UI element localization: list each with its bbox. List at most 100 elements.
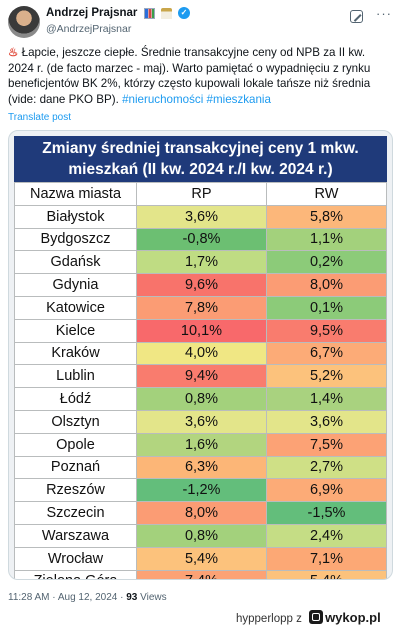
post-time[interactable]: 11:28 AM xyxy=(8,592,50,603)
table-row: Łódź 0,8% 1,4% xyxy=(14,387,388,411)
city-cell: Warszawa xyxy=(14,523,137,548)
rp-cell: 0,8% xyxy=(136,387,267,411)
rp-cell: 9,6% xyxy=(136,273,267,297)
rp-cell: 6,3% xyxy=(136,455,267,480)
table-title: Zmiany średniej transakcyjnej ceny 1 mkw… xyxy=(14,136,387,182)
table-row: Olsztyn 3,6% 3,6% xyxy=(14,409,388,434)
table-row: Kraków 4,0% 6,7% xyxy=(14,341,388,366)
rp-cell: 3,6% xyxy=(136,409,267,434)
post-text: ♨ Łapcie, jeszcze ciepłe. Średnie transa… xyxy=(8,45,390,107)
rw-cell: 9,5% xyxy=(265,318,388,343)
rw-cell: -1,5% xyxy=(265,501,388,525)
rw-cell: 2,7% xyxy=(265,455,388,480)
table-row: Gdynia 9,6% 8,0% xyxy=(14,273,388,297)
rw-cell: 5,2% xyxy=(265,364,388,389)
rw-cell: 0,2% xyxy=(265,250,388,275)
rw-cell: 0,1% xyxy=(265,295,388,320)
more-options-icon[interactable]: ··· xyxy=(376,6,392,21)
avatar[interactable] xyxy=(8,6,40,38)
table-row: Gdańsk 1,7% 0,2% xyxy=(14,250,388,275)
city-cell: Katowice xyxy=(14,295,137,320)
post-date[interactable]: Aug 12, 2024 xyxy=(57,592,118,603)
rw-cell: 5,8% xyxy=(265,204,388,229)
wykop-logo: wykop.pl xyxy=(309,610,381,625)
city-cell: Kielce xyxy=(14,318,137,343)
column-header: RW xyxy=(265,182,388,206)
city-cell: Bydgoszcz xyxy=(14,227,137,252)
views-label: Views xyxy=(140,592,167,603)
table-row: Warszawa 0,8% 2,4% xyxy=(14,523,388,548)
author-name-row[interactable]: Andrzej Prajsnar ✓ xyxy=(46,7,191,19)
table-row: Bydgoszcz -0,8% 1,1% xyxy=(14,227,388,252)
translate-post-link[interactable]: Translate post xyxy=(8,112,71,123)
bank-emoji-icon xyxy=(160,7,172,19)
rp-cell: 8,0% xyxy=(136,501,267,525)
table-row: Zielona Góra7,4%5,4% xyxy=(14,569,388,579)
city-cell: Opole xyxy=(14,432,137,457)
rw-cell: 3,6% xyxy=(265,409,388,434)
table-row: Szczecin 8,0% -1,5% xyxy=(14,501,388,525)
rp-cell: 5,4% xyxy=(136,546,267,571)
rp-cell: 0,8% xyxy=(136,523,267,548)
rw-cell: 2,4% xyxy=(265,523,388,548)
rw-cell: 6,9% xyxy=(265,478,388,503)
city-cell: Szczecin xyxy=(14,501,137,525)
price-change-table: Nazwa miasta RP RW Białystok 3,6% 5,8% Bydg… xyxy=(14,182,388,579)
post-header: Andrzej Prajsnar ✓ @AndrzejPrajsnar ··· xyxy=(0,0,400,44)
rp-cell: -0,8% xyxy=(136,227,267,252)
city-cell: Wrocław xyxy=(14,546,137,571)
city-cell: Lublin xyxy=(14,364,137,389)
verified-badge-icon: ✓ xyxy=(178,7,191,19)
hashtag-link[interactable]: #nieruchomości xyxy=(122,92,204,106)
column-header: Nazwa miasta xyxy=(14,182,137,206)
city-cell: Zielona Góra xyxy=(14,569,137,579)
table-row: Wrocław 5,4% 7,1% xyxy=(14,546,388,571)
wykop-watermark: hypperlopp z wykop.pl xyxy=(236,610,381,625)
table-row: Kielce 10,1% 9,5% xyxy=(14,318,388,343)
city-cell: Rzeszów xyxy=(14,478,137,503)
table-row: Rzeszów -1,2% 6,9% xyxy=(14,478,388,503)
author-name[interactable]: Andrzej Prajsnar xyxy=(46,7,138,19)
table-row: Poznań 6,3% 2,7% xyxy=(14,455,388,480)
post-meta: 11:28 AM · Aug 12, 2024 · 93 Views xyxy=(8,592,167,603)
city-cell: Poznań xyxy=(14,455,137,480)
city-cell: Gdańsk xyxy=(14,250,137,275)
watermark-username: hypperlopp xyxy=(236,613,293,625)
table-row: Opole 1,6% 7,5% xyxy=(14,432,388,457)
chart-emoji-icon xyxy=(143,7,155,19)
column-header: RP xyxy=(136,182,267,206)
rp-cell: 10,1% xyxy=(136,318,267,343)
rp-cell: 1,7% xyxy=(136,250,267,275)
hashtag-link[interactable]: #mieszkania xyxy=(206,92,271,106)
grok-icon[interactable] xyxy=(350,10,363,23)
table-row: Białystok 3,6% 5,8% xyxy=(14,204,388,229)
table-row: Katowice 7,8% 0,1% xyxy=(14,295,388,320)
rw-cell: 7,5% xyxy=(265,432,388,457)
watermark-z: z xyxy=(296,613,302,625)
rp-cell: -1,2% xyxy=(136,478,267,503)
rw-cell: 1,1% xyxy=(265,227,388,252)
views-count: 93 xyxy=(126,592,138,603)
post-image[interactable]: Zmiany średniej transakcyjnej ceny 1 mkw… xyxy=(8,130,393,580)
rw-cell: 8,0% xyxy=(265,273,388,297)
rw-cell: 5,4% xyxy=(265,569,388,579)
hot-springs-emoji-icon: ♨ xyxy=(8,46,19,59)
city-cell: Olsztyn xyxy=(14,409,137,434)
author-handle[interactable]: @AndrzejPrajsnar xyxy=(46,23,132,35)
rp-cell: 3,6% xyxy=(136,204,267,229)
city-cell: Łódź xyxy=(14,387,137,411)
watermark-site: wykop.pl xyxy=(325,610,381,625)
rp-cell: 4,0% xyxy=(136,341,267,366)
city-cell: Białystok xyxy=(14,204,137,229)
wykop-logo-icon xyxy=(309,610,324,624)
city-cell: Kraków xyxy=(14,341,137,366)
table-header-row: Nazwa miasta RP RW xyxy=(14,182,388,206)
rw-cell: 1,4% xyxy=(265,387,388,411)
city-cell: Gdynia xyxy=(14,273,137,297)
post-text-lead: Łapcie, jeszcze ciepłe. Średnie transakc… xyxy=(8,46,371,106)
rw-cell: 6,7% xyxy=(265,341,388,366)
rp-cell: 1,6% xyxy=(136,432,267,457)
rp-cell: 7,4% xyxy=(136,569,267,579)
rw-cell: 7,1% xyxy=(265,546,388,571)
rp-cell: 9,4% xyxy=(136,364,267,389)
